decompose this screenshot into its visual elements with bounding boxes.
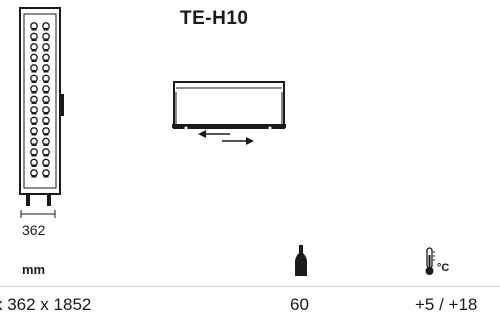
temperature-range-value: +5 / +18 bbox=[415, 295, 478, 314]
bottle-base-icon bbox=[31, 154, 37, 157]
thermometer-icon bbox=[425, 247, 435, 275]
bottle-capacity-value: 60 bbox=[290, 295, 309, 314]
bottle-base-icon bbox=[31, 112, 37, 115]
cabinet-top-view bbox=[172, 81, 286, 145]
width-dimension-line bbox=[20, 210, 56, 218]
cabinet-front-view bbox=[19, 7, 64, 206]
bottle-base-icon bbox=[43, 101, 49, 104]
bottle-base-icon bbox=[43, 80, 49, 83]
width-label: 362 bbox=[22, 222, 46, 238]
bottle-base-icon bbox=[31, 133, 37, 136]
model-title: TE-H10 bbox=[180, 8, 249, 29]
bottle-base-icon bbox=[31, 80, 37, 83]
unit-label: mm bbox=[22, 262, 46, 277]
bottle-base-icon bbox=[31, 91, 37, 94]
bottle-base-icon bbox=[31, 59, 37, 62]
bottle-base-icon bbox=[31, 101, 37, 104]
bottle-base-icon bbox=[43, 154, 49, 157]
separator-line bbox=[0, 286, 500, 287]
bottle-base-icon bbox=[31, 122, 37, 125]
bottle-base-icon bbox=[43, 70, 49, 73]
bottle-base-icon bbox=[31, 164, 37, 167]
bottle-base-icon bbox=[31, 28, 37, 31]
bottle-base-icon bbox=[31, 70, 37, 73]
bottle-base-icon bbox=[43, 175, 49, 178]
bottle-base-icon bbox=[43, 49, 49, 52]
dimensions-value: x 362 x 1852 bbox=[0, 295, 92, 314]
temperature-unit: °C bbox=[437, 262, 450, 274]
bottle-base-icon bbox=[43, 38, 49, 41]
bottle-base-icon bbox=[43, 143, 49, 146]
bottle-base-icon bbox=[43, 28, 49, 31]
bottle-base-icon bbox=[43, 164, 49, 167]
bottle-base-icon bbox=[43, 133, 49, 136]
sliding-door-arrows-icon bbox=[198, 130, 254, 145]
bottle-base-icon bbox=[43, 91, 49, 94]
wine-bottle-icon bbox=[295, 245, 307, 276]
bottle-grid bbox=[30, 22, 50, 178]
bottle-base-icon bbox=[43, 112, 49, 115]
bottle-base-icon bbox=[31, 175, 37, 178]
bottle-base-icon bbox=[43, 59, 49, 62]
bottle-base-icon bbox=[31, 49, 37, 52]
bottle-base-icon bbox=[31, 143, 37, 146]
bottle-base-icon bbox=[31, 38, 37, 41]
bottle-base-icon bbox=[43, 122, 49, 125]
